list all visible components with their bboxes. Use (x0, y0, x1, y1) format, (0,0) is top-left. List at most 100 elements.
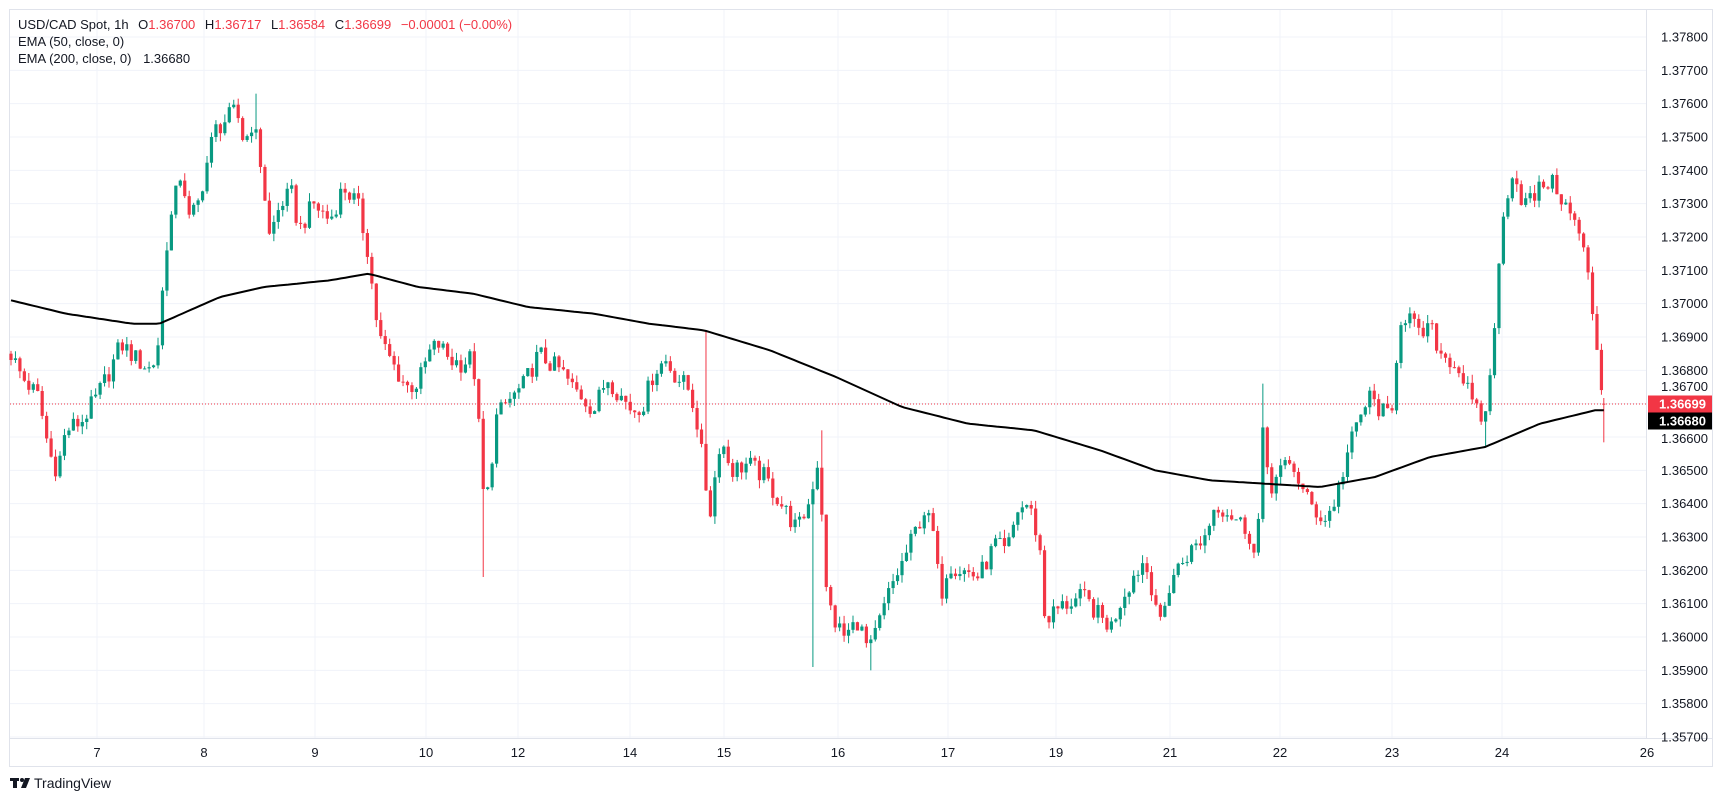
candle-body (1167, 593, 1171, 606)
time-tick-label: 22 (1273, 745, 1287, 760)
candle-up (722, 445, 726, 459)
candle-down (1100, 602, 1105, 623)
candle-body (895, 575, 900, 582)
candle-body (151, 365, 156, 368)
candle-up (664, 354, 668, 367)
candle-up (151, 364, 156, 369)
candle-up (793, 513, 797, 533)
candle-up (1256, 513, 1260, 556)
candle-body (1394, 362, 1399, 411)
candle-down (1479, 400, 1483, 425)
price-axis[interactable]: 1.37800 1.37700 1.37600 1.37500 1.37400 1.373… (1661, 30, 1708, 745)
candle-down (833, 604, 837, 633)
candle-body (18, 358, 22, 372)
candle-body (352, 193, 356, 200)
candle-body (882, 603, 886, 616)
candle-body (1140, 563, 1145, 575)
candle-down (1519, 180, 1523, 206)
candle-body (1421, 327, 1425, 337)
candle-body (1270, 467, 1274, 494)
candle-body (232, 104, 236, 108)
candle-body (1470, 382, 1474, 400)
candle-body (958, 574, 962, 577)
candle-body (218, 124, 222, 134)
candle-body (1443, 353, 1448, 358)
candle-body (241, 118, 245, 140)
price-tick-label: 1.36200 (1661, 563, 1708, 578)
candle-up (1189, 543, 1194, 565)
tradingview-logo[interactable]: TradingView (10, 775, 112, 791)
candle-down (1533, 184, 1537, 208)
candle-body (1573, 213, 1577, 220)
candle-body (1381, 403, 1385, 417)
candle-down (481, 411, 485, 577)
candle-body (1385, 403, 1390, 409)
candle-body (1221, 512, 1225, 517)
candle-body (383, 336, 387, 345)
candle-body (1083, 589, 1087, 591)
candle-body (13, 358, 18, 361)
candle-up (67, 427, 71, 439)
candle-body (1559, 194, 1563, 205)
candle-down (18, 356, 22, 379)
candle-body (748, 457, 753, 464)
candle-body (744, 463, 748, 473)
candle-body (1078, 589, 1082, 599)
candle-up (593, 410, 597, 415)
candle-down (1105, 614, 1109, 633)
candle-body (606, 382, 610, 389)
candle-body (22, 371, 26, 381)
candle-up (1492, 323, 1497, 379)
candle-down (347, 191, 352, 204)
candle-body (196, 200, 200, 205)
candle-up (414, 386, 419, 399)
symbol-title[interactable]: USD/CAD Spot, 1h (18, 17, 129, 32)
candle-body (695, 408, 699, 430)
candle-body (637, 412, 641, 415)
candle-body (1328, 510, 1332, 521)
candle-up (85, 414, 89, 430)
ema200-line (10, 272, 1604, 488)
candle-down (575, 375, 579, 392)
candle-up (1484, 411, 1488, 447)
legend-ema200[interactable]: EMA (200, close, 0) 1.36680 (18, 51, 190, 66)
candle-body (1163, 605, 1167, 617)
candle-down (615, 392, 619, 403)
candle-up (102, 366, 107, 387)
candle-up (846, 623, 851, 644)
candle-down (726, 439, 730, 466)
candle-body (374, 283, 378, 321)
candle-body (1341, 476, 1345, 485)
candle-up (156, 337, 160, 369)
candle-up (1279, 458, 1283, 486)
candle-body (1060, 601, 1064, 609)
candle-up (13, 351, 18, 363)
candle-body (356, 193, 361, 199)
candle-up (200, 190, 205, 203)
candle-body (873, 627, 877, 640)
candle-body (1158, 604, 1162, 617)
candle-body (1336, 484, 1341, 507)
candle-body (472, 351, 476, 380)
candle-body (312, 201, 316, 204)
candle-up (1234, 519, 1238, 521)
candle-up (1238, 516, 1243, 522)
candle-up (1078, 583, 1082, 607)
candle-body (120, 342, 124, 351)
grid (10, 10, 1646, 738)
candle-body (833, 605, 837, 628)
candle-down (410, 382, 414, 400)
price-tick-label: 1.36500 (1661, 463, 1708, 478)
candle-down (1087, 589, 1091, 602)
time-tick-label: 24 (1495, 745, 1509, 760)
candle-body (76, 418, 80, 427)
time-axis[interactable]: 7 8 9 10 12 14 15 16 17 19 21 22 23 24 26 (93, 745, 1654, 760)
candle-down (1586, 245, 1590, 280)
candle-up (174, 185, 178, 219)
legend-ema50[interactable]: EMA (50, close, 0) (18, 34, 124, 49)
candle-body (1323, 520, 1327, 522)
price-tick-label: 1.37100 (1661, 263, 1708, 278)
candle-body (27, 380, 31, 390)
candle-body (673, 370, 677, 383)
